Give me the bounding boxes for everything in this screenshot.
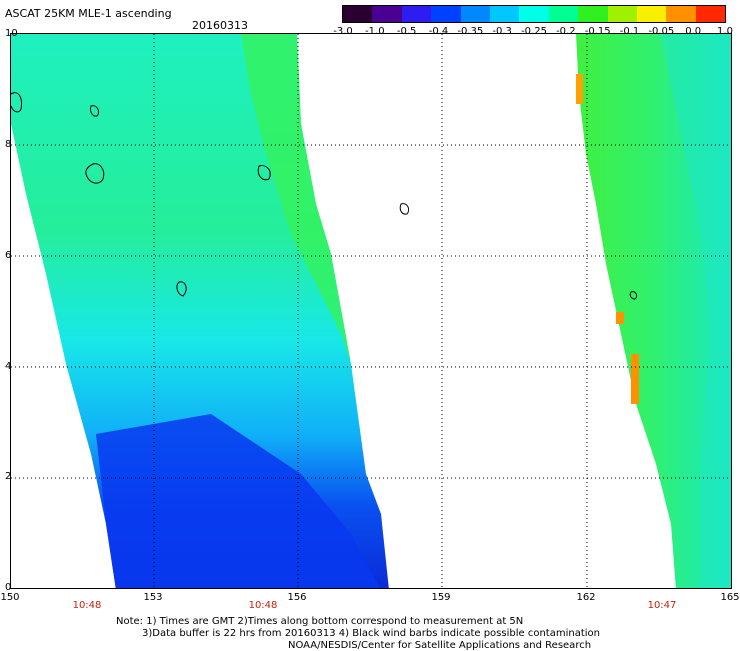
high-value-patch	[576, 74, 583, 104]
time-label: 10:48	[248, 600, 278, 611]
lon-label: 165	[720, 592, 740, 603]
colorbar-label: -3.0	[333, 26, 353, 37]
colorbar-segment	[401, 6, 432, 22]
map-date: 20160313	[192, 19, 248, 32]
lat-label: 6	[5, 250, 12, 261]
lon-label: 159	[431, 592, 451, 603]
colorbar-segment	[695, 6, 726, 22]
lon-label: 150	[0, 592, 20, 603]
lat-label: 4	[5, 361, 12, 372]
swath-left-blue-core	[96, 414, 380, 588]
lat-label: 8	[5, 139, 12, 150]
colorbar	[342, 5, 726, 23]
time-label: 10:47	[647, 600, 677, 611]
colorbar-label: -0.05	[648, 26, 675, 37]
colorbar-segment	[666, 6, 696, 22]
footer-note-2: 3)Data buffer is 22 hrs from 20160313 4)…	[142, 628, 600, 639]
time-label: 10:48	[72, 600, 102, 611]
colorbar-label: -0.4	[428, 26, 449, 37]
colorbar-segment	[607, 6, 637, 22]
lat-label: 2	[5, 471, 12, 482]
lon-label: 162	[576, 592, 596, 603]
swath-right-cyan-band	[661, 34, 731, 588]
map-title: ASCAT 25KM MLE-1 ascending	[5, 7, 172, 20]
colorbar-label: 1.0	[717, 26, 733, 37]
colorbar-segment	[343, 6, 373, 22]
colorbar-label: -0.35	[457, 26, 484, 37]
footer-credit: NOAA/NESDIS/Center for Satellite Applica…	[288, 640, 592, 651]
colorbar-label: 0.0	[685, 26, 702, 37]
colorbar-segment	[636, 6, 667, 22]
colorbar-label: -0.3	[492, 26, 512, 37]
colorbar-labels: -3.0 -1.0 -0.5 -0.4 -0.35 -0.3 -0.25 -0.2 -0.15-…	[333, 26, 733, 40]
high-value-patch	[616, 312, 624, 324]
colorbar-label: -0.5	[396, 26, 417, 37]
colorbar-segment	[460, 6, 490, 22]
colorbar-label: -0.25	[521, 26, 547, 37]
high-value-patch	[631, 354, 639, 404]
colorbar-label: -1.0	[365, 26, 385, 37]
colorbar-segment	[489, 6, 520, 22]
colorbar-segment	[372, 6, 402, 22]
lat-label: 10	[5, 28, 18, 39]
swath-left-green-band	[241, 34, 351, 364]
footer-note-1: Note: 1) Times are GMT 2)Times along bot…	[116, 616, 524, 627]
colorbar-segment	[431, 6, 461, 22]
island-outlines	[11, 92, 638, 300]
lon-label: 156	[287, 592, 307, 603]
colorbar-segment	[548, 6, 579, 22]
lat-label: 0	[5, 582, 12, 593]
colorbar-label: -0.15	[584, 26, 611, 37]
grid-lines	[11, 34, 731, 588]
colorbar-segment	[519, 6, 549, 22]
colorbar-label: -0.1	[619, 26, 640, 37]
lon-label: 153	[143, 592, 163, 603]
colorbar-label: -0.2	[556, 26, 576, 37]
colorbar-segment	[578, 6, 608, 22]
swath-map	[10, 33, 732, 589]
swath-map-svg	[11, 34, 731, 588]
